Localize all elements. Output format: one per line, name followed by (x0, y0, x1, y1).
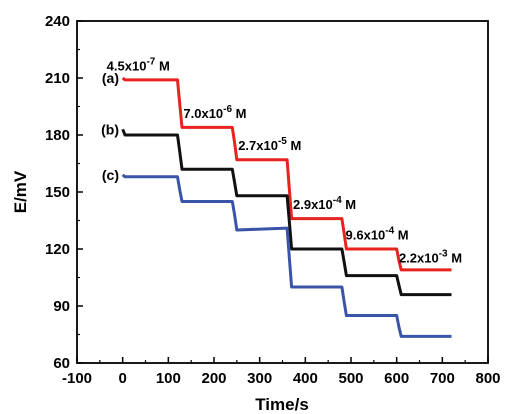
x-tick-label: 600 (384, 370, 409, 387)
y-axis-label: E/mV (11, 170, 30, 213)
y-tick-label: 120 (45, 241, 70, 258)
y-tick-label: 240 (45, 13, 70, 30)
axis-layer: -100 0 100 200 300 400 500 600 700 800 60 90 120 150 1… (45, 13, 501, 387)
concentration-annotation: 2.2x10-3 M (399, 248, 462, 265)
concentration-annotation: 2.9x10-4 M (293, 195, 356, 212)
series-line-a (121, 76, 452, 272)
series-line-c (121, 173, 452, 338)
y-tick-label: 180 (45, 127, 70, 144)
series-layer (121, 76, 452, 338)
series-label-a: (a) (102, 70, 119, 86)
y-tick-label: 90 (53, 298, 70, 315)
x-tick-label: 400 (293, 370, 318, 387)
series-line-b (121, 128, 452, 297)
y-tick-label: 60 (53, 355, 70, 372)
concentration-annotation: 7.0x10-6 M (183, 104, 246, 121)
y-tick-label: 210 (45, 70, 70, 87)
x-tick-label: 300 (247, 370, 272, 387)
x-tick-label: 0 (118, 370, 126, 387)
x-tick-label: 200 (201, 370, 226, 387)
x-axis-label: Time/s (255, 395, 309, 414)
x-tick-label: 500 (338, 370, 363, 387)
y-tick-label: 150 (45, 184, 70, 201)
series-label-b: (b) (101, 121, 119, 137)
concentration-annotation: 2.7x10-5 M (238, 136, 301, 153)
x-tick-label: 100 (156, 370, 181, 387)
x-tick-label: 800 (475, 370, 500, 387)
label-layer: (a) (b) (c) 4.5x10-7 M 7.0x10-6 M 2.7x10-5 M 2… (101, 56, 462, 265)
x-tick-label: -100 (62, 370, 92, 387)
x-tick-label: 700 (430, 370, 455, 387)
concentration-annotation: 4.5x10-7 M (107, 56, 170, 73)
concentration-annotation: 9.6x10-4 M (346, 226, 409, 243)
series-label-c: (c) (102, 167, 119, 183)
